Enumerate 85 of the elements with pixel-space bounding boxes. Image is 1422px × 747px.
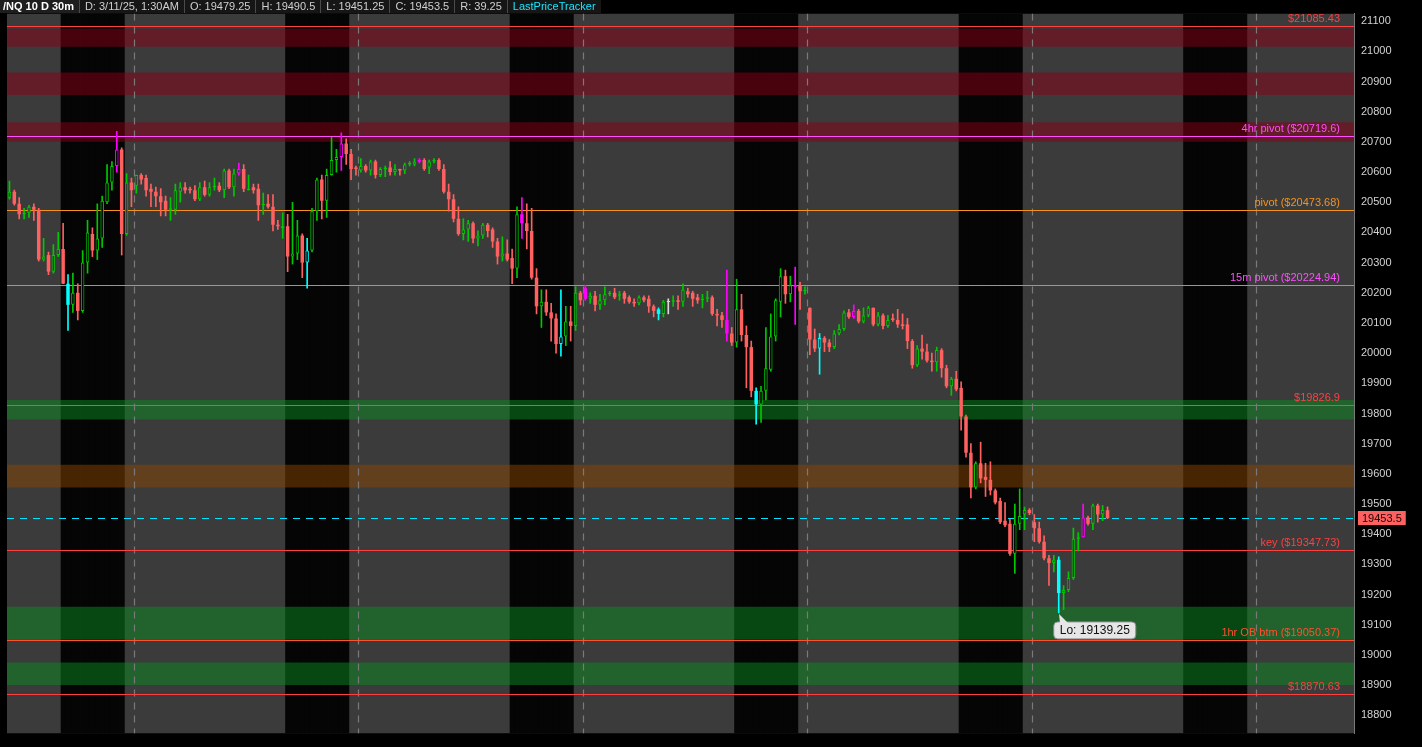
- candlestick: [793, 266, 797, 325]
- text: R: 39.25: [454, 0, 507, 13]
- candlestick: [681, 283, 685, 307]
- y-tick-label: 21000: [1361, 44, 1392, 57]
- candlestick: [222, 168, 226, 199]
- candlestick: [476, 230, 480, 247]
- candlestick: [920, 334, 924, 360]
- y-tick-label: 19600: [1361, 466, 1392, 479]
- candlestick: [525, 203, 529, 250]
- candlestick: [520, 197, 524, 239]
- candlestick: [598, 293, 602, 310]
- text: H: 19490.5: [255, 0, 321, 13]
- candlestick: [393, 164, 397, 176]
- y-tick-label: 19400: [1361, 527, 1392, 540]
- ref-line-label: 19453.5: [1362, 511, 1402, 524]
- candlestick: [603, 286, 607, 306]
- candlestick: [1081, 503, 1085, 538]
- candlestick: [427, 159, 431, 174]
- candlestick: [568, 306, 573, 342]
- text: C: 19453.5: [389, 0, 455, 13]
- candlestick: [412, 158, 417, 167]
- candlestick: [32, 203, 36, 221]
- candlestick: [403, 162, 407, 174]
- ref-line-label: pivot ($20473.68): [1254, 196, 1340, 209]
- ref-line-label: 15m pivot ($20224.94): [1229, 271, 1340, 284]
- candlestick: [1091, 503, 1095, 531]
- candlestick: [915, 345, 919, 368]
- text: O: 19479.25: [183, 0, 256, 13]
- candlestick: [637, 295, 641, 306]
- candlestick: [359, 158, 363, 173]
- y-tick-label: 19100: [1361, 617, 1392, 630]
- candlestick: [549, 303, 553, 342]
- y-tick-label: 19900: [1361, 376, 1392, 389]
- candlestick: [466, 220, 470, 242]
- chart-title: /NQ 10 D 30m: [0, 0, 79, 13]
- candlestick: [154, 186, 158, 208]
- candlestick: [837, 324, 841, 336]
- ref-line-label: $19826.9: [1294, 391, 1340, 404]
- y-tick-label: 19800: [1361, 406, 1392, 419]
- y-tick-label: 20100: [1361, 315, 1392, 328]
- text: L: 19451.25: [320, 0, 390, 13]
- candlestick: [886, 315, 890, 328]
- candlestick: [832, 330, 836, 349]
- candlestick: [1052, 555, 1056, 573]
- candlestick: [798, 281, 802, 310]
- candlestick: [481, 223, 485, 239]
- ref-line-label: $21085.43: [1288, 11, 1340, 24]
- candlestick: [588, 292, 592, 304]
- y-tick-label: 19500: [1361, 497, 1392, 510]
- candlestick: [725, 269, 729, 342]
- ref-line-label: key ($19347.73): [1260, 535, 1340, 548]
- candlestick: [198, 182, 202, 202]
- y-tick-label: 20500: [1361, 195, 1392, 208]
- candlestick: [852, 304, 856, 319]
- y-tick-label: 20800: [1361, 104, 1392, 117]
- y-tick-label: 20700: [1361, 134, 1392, 147]
- candlestick: [842, 310, 846, 331]
- y-tick-label: 20600: [1361, 165, 1392, 178]
- text: LastPriceTracker: [506, 0, 601, 13]
- y-tick-label: 18900: [1361, 678, 1392, 691]
- y-tick-label: 20300: [1361, 255, 1392, 268]
- y-tick-label: 20000: [1361, 346, 1392, 359]
- y-tick-label: 20400: [1361, 225, 1392, 238]
- candlestick: [237, 162, 241, 176]
- y-tick-label: 21100: [1361, 14, 1391, 27]
- ref-line-label: $18870.63: [1288, 679, 1340, 692]
- candlestick: [27, 204, 31, 218]
- candlestick: [876, 312, 880, 327]
- y-tick-label: 20200: [1361, 285, 1392, 298]
- candlestick: [676, 295, 680, 310]
- candlestick: [266, 194, 270, 209]
- candlestick: [178, 182, 183, 203]
- candlestick: [1047, 555, 1051, 586]
- annotation: Lo: 19139.25: [1059, 623, 1131, 638]
- candlestick: [232, 168, 236, 197]
- y-tick-label: 19300: [1361, 557, 1392, 570]
- ref-line-label: 4hr pivot ($20719.6): [1241, 121, 1340, 134]
- y-tick-label: 20900: [1361, 74, 1392, 87]
- y-tick-label: 19000: [1361, 647, 1392, 660]
- text: D: 3/11/25, 1:30AM: [78, 0, 184, 13]
- candlestick: [56, 232, 60, 257]
- y-tick-label: 19700: [1361, 436, 1392, 449]
- ref-line-label: 1hr OB btm ($19050.37): [1221, 625, 1340, 638]
- y-tick-label: 18800: [1361, 708, 1392, 721]
- y-tick-label: 19200: [1361, 587, 1392, 600]
